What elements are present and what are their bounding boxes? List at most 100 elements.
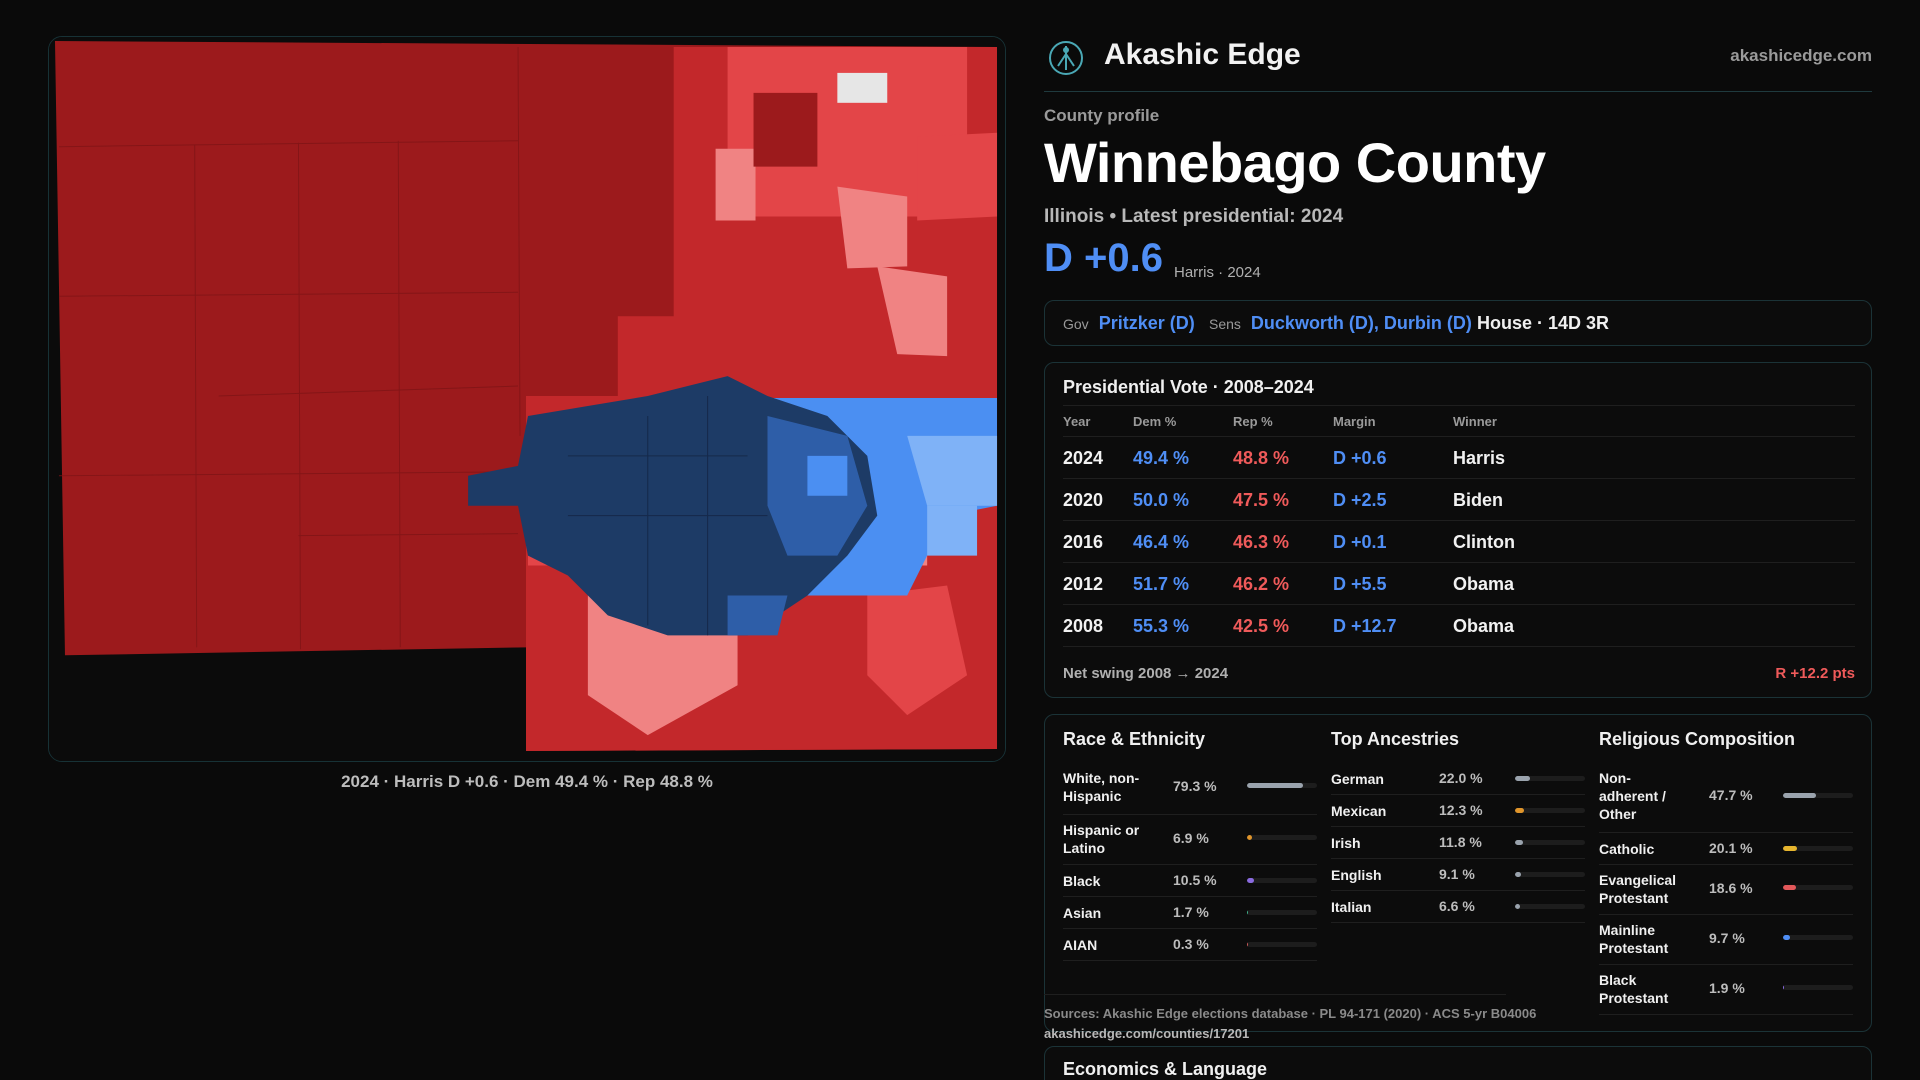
row-winner: Obama	[1453, 616, 1515, 636]
demo-label: Hispanic or Latino	[1063, 822, 1140, 856]
demo-bar-fill	[1783, 885, 1797, 890]
religion-title: Religious Composition	[1599, 729, 1795, 749]
page-title: Winnebago County	[1044, 131, 1546, 194]
sources-divider	[1044, 994, 1506, 995]
brand-url-link[interactable]: akashicedge.com	[1730, 46, 1872, 65]
northeast-tilt-rep-3[interactable]	[877, 266, 948, 357]
net-swing-value: R +12.2 pts	[1775, 665, 1855, 682]
demo-value: 6.9 %	[1173, 830, 1209, 846]
senators: Sens Duckworth (D), Durbin (D)	[1209, 313, 1472, 334]
northeast-tilt-rep-1[interactable]	[715, 148, 756, 221]
table-row[interactable]: 2020 50.0 % 47.5 % D +2.5 Biden	[1063, 479, 1855, 521]
demo-bar	[1247, 910, 1317, 915]
demo-label: Catholic	[1599, 841, 1655, 857]
ancestry-column: Top Ancestries German 22.0 % Mexican 12.…	[1331, 729, 1585, 923]
demo-label: White, non-Hispanic	[1063, 770, 1140, 804]
demo-bar	[1247, 878, 1317, 883]
table-row[interactable]: 2016 46.4 % 46.3 % D +0.1 Clinton	[1063, 521, 1855, 563]
demo-value: 6.6 %	[1439, 898, 1475, 914]
row-winner: Harris	[1453, 448, 1506, 468]
precinct-map-svg[interactable]	[49, 37, 1005, 761]
northeast-tilt-rep-2[interactable]	[837, 186, 908, 269]
northeast-solid-rep[interactable]	[753, 92, 818, 167]
sources-note: Sources: Akashic Edge elections database…	[1044, 1006, 1537, 1021]
demo-label: Non-adherent / Other	[1599, 770, 1666, 822]
demo-row: English 9.1 %	[1331, 859, 1585, 891]
demographics-card: Race & Ethnicity White, non-Hispanic 79.…	[1044, 714, 1872, 1032]
header-year: Year	[1063, 414, 1091, 429]
county-precinct-map[interactable]	[48, 36, 1006, 762]
demo-value: 18.6 %	[1709, 880, 1753, 896]
demo-bar-fill	[1247, 783, 1303, 788]
row-margin: D +0.6	[1333, 448, 1387, 468]
row-winner: Biden	[1453, 490, 1504, 510]
table-row[interactable]: 2012 51.7 % 46.2 % D +5.5 Obama	[1063, 563, 1855, 605]
row-year: 2008	[1063, 616, 1104, 636]
governor-label: Gov	[1063, 316, 1089, 332]
senators-label: Sens	[1209, 316, 1241, 332]
page-eyebrow: County profile	[1044, 106, 1160, 125]
senators-value[interactable]: Duckworth (D), Durbin (D)	[1250, 313, 1472, 333]
no-data-precinct[interactable]	[837, 72, 888, 103]
demo-bar-fill	[1515, 776, 1531, 781]
brand-name[interactable]: Akashic Edge	[1104, 38, 1301, 71]
presidential-table: Year Dem % Rep % Margin Winner 2024 49.4…	[1063, 405, 1855, 647]
row-dem: 50.0 %	[1133, 490, 1190, 510]
demo-label: Black Protestant	[1599, 972, 1669, 1006]
demo-value: 47.7 %	[1709, 787, 1753, 803]
demo-bar	[1515, 872, 1585, 877]
tree-of-life-icon[interactable]	[1048, 40, 1084, 76]
demo-value: 20.1 %	[1709, 840, 1753, 856]
east-tilt-dem[interactable]	[907, 435, 998, 506]
row-year: 2012	[1063, 574, 1104, 594]
presidential-card-title: Presidential Vote · 2008–2024	[1063, 377, 1314, 397]
source-url-link[interactable]: akashicedge.com/counties/17201	[1044, 1026, 1250, 1041]
demo-value: 10.5 %	[1173, 872, 1217, 888]
demo-label: Mainline Protestant	[1599, 922, 1669, 956]
row-margin: D +2.5	[1333, 490, 1387, 510]
demo-label: Mexican	[1331, 803, 1387, 819]
presidential-vote-card: Presidential Vote · 2008–2024 Year Dem %…	[1044, 362, 1872, 698]
rockford-likely-dem-2[interactable]	[727, 595, 788, 636]
demo-bar	[1515, 776, 1585, 781]
demo-bar	[1515, 840, 1585, 845]
table-row[interactable]: 2024 49.4 % 48.8 % D +0.6 Harris	[1063, 437, 1855, 479]
row-rep: 42.5 %	[1233, 616, 1290, 636]
southeast-lean-rep[interactable]	[867, 585, 968, 716]
demo-bar-fill	[1515, 808, 1524, 813]
northeast-lean-rep[interactable]	[727, 46, 968, 217]
row-rep: 46.3 %	[1233, 532, 1290, 552]
net-swing: Net swing 2008 → 2024 R +12.2 pts	[1063, 665, 1855, 682]
demo-value: 11.8 %	[1439, 834, 1482, 850]
latest-margin: D +0.6	[1044, 236, 1163, 280]
demo-value: 9.1 %	[1439, 866, 1475, 882]
brand-header: Akashic Edge akashicedge.com	[1044, 36, 1872, 92]
header-rep: Rep %	[1233, 414, 1273, 429]
northeast-lean-rep-2[interactable]	[917, 132, 998, 221]
demo-bar	[1247, 835, 1317, 840]
table-row[interactable]: 2008 55.3 % 42.5 % D +12.7 Obama	[1063, 605, 1855, 647]
demo-row: AIAN 0.3 %	[1063, 929, 1317, 961]
row-margin: D +12.7	[1333, 616, 1397, 636]
demo-bar	[1247, 783, 1317, 788]
governor-value[interactable]: Pritzker (D)	[1098, 313, 1195, 333]
demo-bar-fill	[1247, 835, 1252, 840]
row-margin: D +0.1	[1333, 532, 1387, 552]
economics-card: Economics & Language	[1044, 1046, 1872, 1080]
rockford-lean-dem[interactable]	[807, 455, 848, 496]
demo-value: 1.7 %	[1173, 904, 1209, 920]
religion-column: Religious Composition Non-adherent / Oth…	[1599, 729, 1853, 1015]
house-delegation: House · 14D 3R	[1477, 313, 1610, 333]
demo-bar	[1247, 942, 1317, 947]
county-profile-panel: Akashic Edge akashicedge.com County prof…	[1044, 0, 1872, 1080]
row-winner: Obama	[1453, 574, 1515, 594]
demo-value: 12.3 %	[1439, 802, 1483, 818]
demo-value: 1.9 %	[1709, 980, 1745, 996]
row-year: 2024	[1063, 448, 1104, 468]
demo-bar	[1783, 846, 1853, 851]
demo-value: 79.3 %	[1173, 778, 1217, 794]
demo-row: Irish 11.8 %	[1331, 827, 1585, 859]
demo-row: Hispanic or Latino 6.9 %	[1063, 815, 1317, 865]
demo-row: Italian 6.6 %	[1331, 891, 1585, 923]
east-tilt-dem-2[interactable]	[927, 505, 978, 556]
